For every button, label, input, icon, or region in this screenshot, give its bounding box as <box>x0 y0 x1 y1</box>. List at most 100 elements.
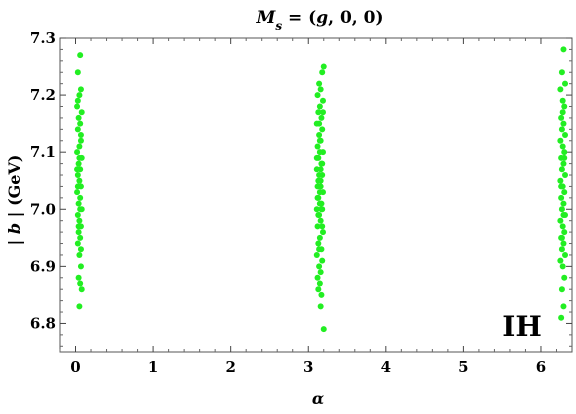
data-point <box>557 137 564 144</box>
text-part: b <box>5 223 24 234</box>
y-tick-label: 7.3 <box>30 29 56 47</box>
data-point <box>319 223 326 230</box>
y-tick-label: 7.1 <box>30 143 56 161</box>
data-point <box>74 149 81 156</box>
data-point <box>316 189 323 196</box>
data-point <box>77 120 84 127</box>
x-tick-labels: 0 1 2 3 4 5 6 <box>70 358 546 376</box>
data-point <box>314 274 321 281</box>
data-point <box>316 120 323 127</box>
y-tick-labels: 6.8 6.9 7.0 7.1 7.2 7.3 <box>30 29 56 332</box>
data-points <box>74 46 569 333</box>
data-point <box>74 189 81 196</box>
data-point <box>314 143 321 150</box>
data-point <box>562 251 569 258</box>
text-part: | <box>5 234 24 245</box>
data-point <box>75 200 82 207</box>
data-point <box>77 234 84 241</box>
data-point <box>562 80 569 87</box>
data-point <box>557 86 564 93</box>
axis-ticks <box>59 37 572 352</box>
data-point <box>560 200 567 207</box>
data-point <box>77 52 84 59</box>
data-point <box>316 149 323 156</box>
data-point <box>559 263 566 270</box>
text-part: g <box>316 8 328 28</box>
text-part: | (GeV) <box>5 155 24 223</box>
data-point <box>316 263 323 270</box>
x-axis-label: α <box>312 389 324 408</box>
data-point <box>77 246 84 253</box>
data-point <box>78 286 85 293</box>
data-point <box>317 183 324 190</box>
plot-frame <box>59 37 573 353</box>
data-point <box>558 183 565 190</box>
data-point <box>74 211 81 218</box>
data-point <box>313 206 320 213</box>
data-point <box>558 114 565 121</box>
data-point <box>77 263 84 270</box>
data-point <box>75 229 82 236</box>
data-point <box>559 109 566 116</box>
data-point <box>557 177 564 184</box>
x-tick-label: 3 <box>303 358 313 376</box>
data-point <box>561 149 568 156</box>
data-point <box>314 92 321 99</box>
data-point <box>561 189 568 196</box>
text-part: s <box>275 19 282 33</box>
data-point <box>316 200 323 207</box>
data-point <box>316 137 323 144</box>
x-tick-label: 1 <box>148 358 158 376</box>
data-point <box>319 97 326 104</box>
data-point <box>558 234 565 241</box>
data-point <box>562 132 569 139</box>
text-part: M <box>256 8 277 28</box>
data-point <box>74 103 81 110</box>
data-point <box>314 223 321 230</box>
text-part: = ( <box>282 8 316 28</box>
data-point <box>313 154 320 161</box>
data-point <box>75 223 82 230</box>
data-point <box>77 206 84 213</box>
data-point <box>558 69 565 76</box>
data-point <box>318 114 325 121</box>
y-axis-label: | b | (GeV) <box>5 155 24 246</box>
data-point <box>560 240 567 247</box>
data-point <box>319 160 326 167</box>
annotation-ih: IH <box>502 310 542 343</box>
data-point <box>76 143 83 150</box>
data-point <box>313 251 320 258</box>
y-tick-label: 6.9 <box>30 257 56 275</box>
data-point <box>558 246 565 253</box>
data-point <box>316 132 323 139</box>
data-point <box>315 211 322 218</box>
data-point <box>318 206 325 213</box>
data-point <box>76 303 83 310</box>
data-point <box>74 126 81 133</box>
data-point <box>315 286 322 293</box>
data-point <box>560 46 567 53</box>
data-point <box>76 217 83 224</box>
data-point <box>76 251 83 258</box>
data-point <box>558 206 565 213</box>
data-point <box>75 114 82 121</box>
data-point <box>75 274 82 281</box>
data-point <box>78 109 85 116</box>
data-point <box>316 80 323 87</box>
data-point <box>317 217 324 224</box>
data-point <box>317 166 324 173</box>
data-point <box>557 217 564 224</box>
data-point <box>317 303 324 310</box>
data-point <box>74 97 81 104</box>
data-point <box>319 257 326 264</box>
data-point <box>317 86 324 93</box>
data-point <box>558 166 565 173</box>
x-tick-label: 4 <box>381 358 391 376</box>
data-point <box>319 229 326 236</box>
data-point <box>77 132 84 139</box>
chart-title: Ms = (g, 0, 0) <box>256 8 384 33</box>
data-point <box>558 126 565 133</box>
data-point <box>560 303 567 310</box>
data-point <box>561 229 568 236</box>
